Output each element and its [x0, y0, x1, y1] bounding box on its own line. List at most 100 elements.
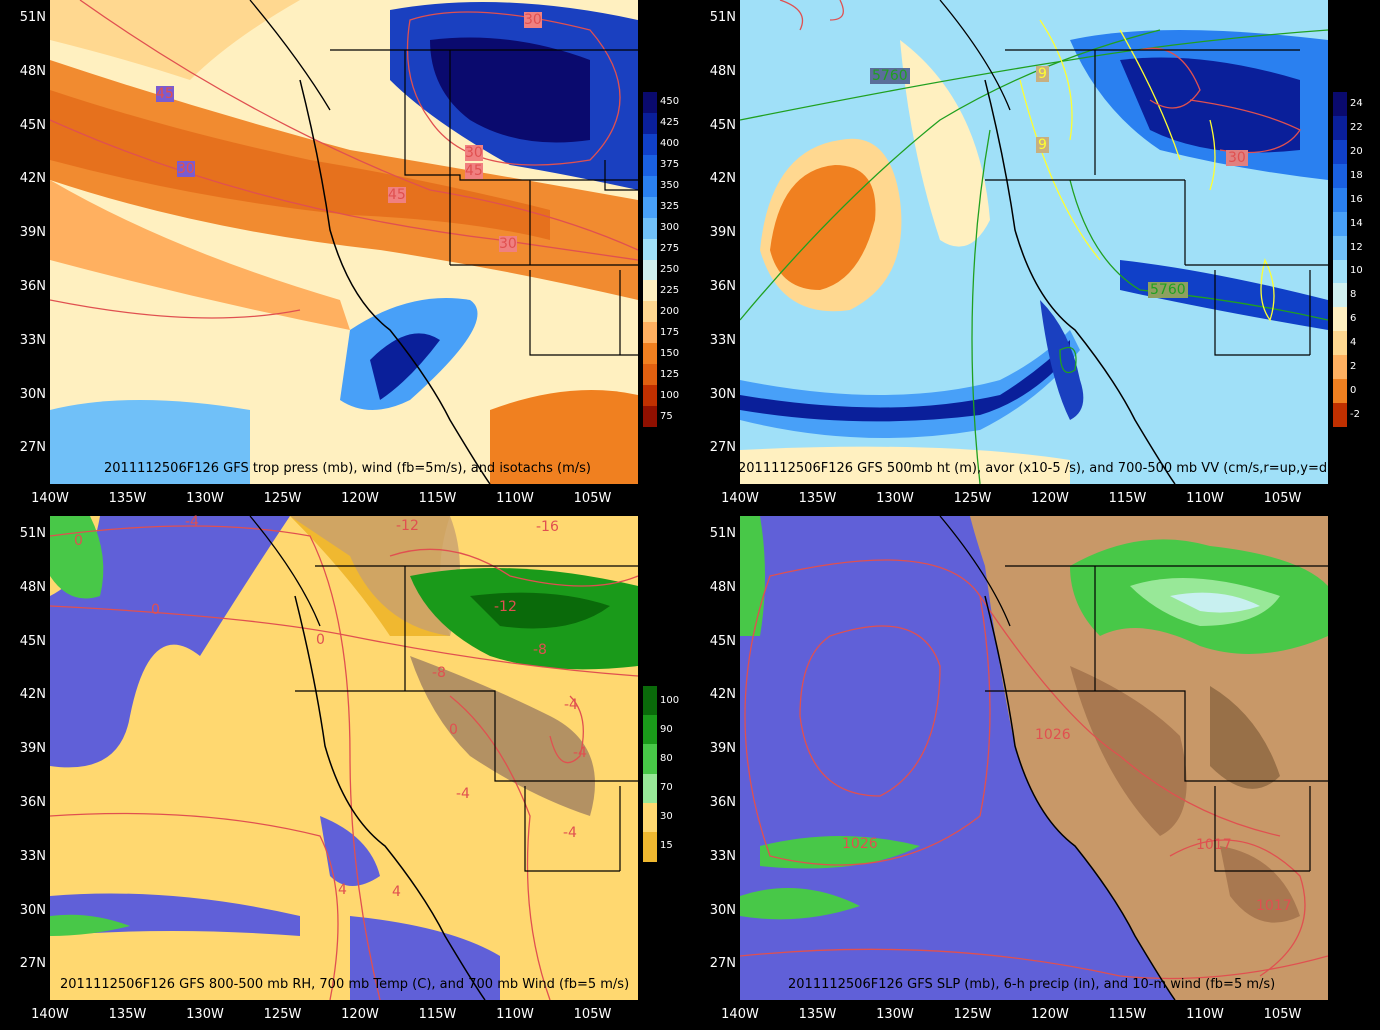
lon-tick-label: 140W	[721, 491, 759, 506]
lon-tick-label: 125W	[953, 1007, 992, 1022]
colorbar-swatch	[643, 154, 657, 176]
slp-label: 1017	[1196, 837, 1232, 853]
lat-tick-label: 33N	[709, 848, 736, 864]
lat-tick-label: 36N	[19, 279, 46, 294]
vorticity-field	[740, 0, 1328, 484]
lat-tick-label: 30N	[709, 386, 736, 402]
temp-label: -8	[432, 665, 446, 681]
colorbar-label: 425	[660, 117, 680, 129]
vv-label: 30	[1226, 150, 1248, 166]
isotach-label: 30	[465, 145, 483, 161]
temp-label: -4	[564, 697, 578, 713]
temp-label: 0	[151, 602, 160, 618]
colorbar-label: 30	[660, 811, 673, 823]
lon-tick-label: 105W	[1263, 491, 1302, 506]
lon-tick-label: 135W	[108, 1007, 147, 1022]
colorbar-swatch	[643, 196, 657, 218]
vorticity-label: 9	[1036, 66, 1049, 82]
colorbar-label: 375	[660, 159, 680, 171]
map-rh	[50, 516, 638, 1000]
colorbar-swatch	[643, 112, 657, 134]
lat-tick-label: 30N	[19, 386, 46, 402]
colorbar-swatch	[643, 715, 657, 746]
colorbar-label: 225	[660, 284, 680, 296]
lat-tick-label: 45N	[19, 633, 46, 649]
colorbar-swatch	[643, 217, 657, 239]
temp-label: -12	[494, 599, 517, 615]
colorbar-swatch	[643, 133, 657, 155]
map-tropopause	[50, 0, 638, 484]
colorbar-swatch	[1333, 259, 1347, 284]
lat-tick-label: 51N	[709, 526, 736, 541]
lon-tick-label: 115W	[418, 1007, 457, 1022]
lat-tick-label: 42N	[19, 687, 46, 703]
lat-tick-label: 42N	[709, 687, 736, 703]
rh-field	[50, 516, 638, 1000]
colorbar-label: 90	[660, 723, 673, 735]
lon-tick-label: 115W	[1108, 491, 1147, 506]
lon-tick-label: 105W	[573, 491, 612, 506]
colorbar-label: 15	[660, 840, 673, 852]
colorbar-swatch	[643, 744, 657, 775]
colorbar-label: 200	[660, 305, 680, 317]
lon-tick-label: 110W	[1186, 1007, 1224, 1022]
lon-tick-label: 115W	[1108, 1007, 1147, 1022]
colorbar-swatch	[1333, 403, 1347, 428]
slp-label: 1026	[1035, 727, 1071, 743]
colorbar-label: 2	[1350, 361, 1357, 373]
lat-tick-label: 27N	[19, 440, 46, 456]
temp-label: 4	[392, 884, 401, 900]
colorbar-swatch	[643, 92, 657, 113]
colorbar-label: 275	[660, 243, 680, 255]
colorbar-label: 450	[660, 96, 680, 108]
lat-tick-label: 30N	[19, 902, 46, 918]
colorbar-label: 75	[660, 410, 673, 422]
temp-label: -4	[185, 514, 199, 530]
lon-tick-label: 140W	[31, 1007, 69, 1022]
colorbar-swatch	[643, 238, 657, 260]
colorbar-swatch	[1333, 139, 1347, 164]
colorbar-swatch	[643, 280, 657, 302]
lat-tick-label: 36N	[19, 795, 46, 810]
height-label: 5760	[1148, 282, 1188, 298]
colorbar-label: 4	[1350, 337, 1357, 349]
colorbar-swatch	[1333, 331, 1347, 356]
panel-caption: 2011112506F126 GFS 500mb ht (m), avor (x…	[738, 461, 1341, 476]
map-slp	[740, 516, 1328, 1000]
panel-caption: 2011112506F126 GFS SLP (mb), 6-h precip …	[788, 977, 1276, 992]
colorbar-swatch	[1333, 92, 1347, 116]
colorbar-swatch	[643, 831, 657, 862]
colorbar-label: 10	[1350, 265, 1363, 277]
lat-tick-label: 30N	[709, 902, 736, 918]
slp-label: 1017	[1256, 898, 1292, 914]
lon-tick-label: 135W	[108, 491, 147, 506]
lon-tick-label: 120W	[1031, 1007, 1069, 1022]
colorbar-swatch	[1333, 283, 1347, 308]
colorbar-swatch	[643, 686, 657, 716]
lat-tick-label: 48N	[709, 63, 736, 79]
lat-tick-label: 39N	[709, 741, 736, 757]
lon-tick-label: 110W	[496, 491, 534, 506]
lat-tick-label: 42N	[19, 171, 46, 187]
colorbar-swatch	[1333, 115, 1347, 140]
lat-tick-label: 27N	[709, 440, 736, 456]
lat-tick-label: 33N	[709, 332, 736, 348]
lon-tick-label: 130W	[876, 491, 914, 506]
slp-label: 1026	[842, 836, 878, 852]
colorbar-label: -2	[1350, 409, 1360, 421]
temp-label: 0	[74, 533, 83, 549]
colorbar-label: 300	[660, 222, 680, 234]
temp-label: 0	[449, 722, 458, 738]
temp-label: -12	[396, 518, 419, 534]
isotach-label: 45	[388, 187, 406, 203]
colorbar-label: 100	[660, 389, 680, 401]
temp-label: 4	[338, 882, 347, 898]
lat-tick-label: 33N	[19, 848, 46, 864]
colorbar-swatch	[643, 175, 657, 197]
lon-tick-label: 120W	[341, 1007, 379, 1022]
colorbar-swatch	[1333, 211, 1347, 236]
lat-tick-label: 51N	[19, 10, 46, 25]
lat-tick-label: 48N	[19, 579, 46, 595]
colorbar-label: 8	[1350, 289, 1357, 301]
isotach-label: 30	[499, 236, 517, 252]
